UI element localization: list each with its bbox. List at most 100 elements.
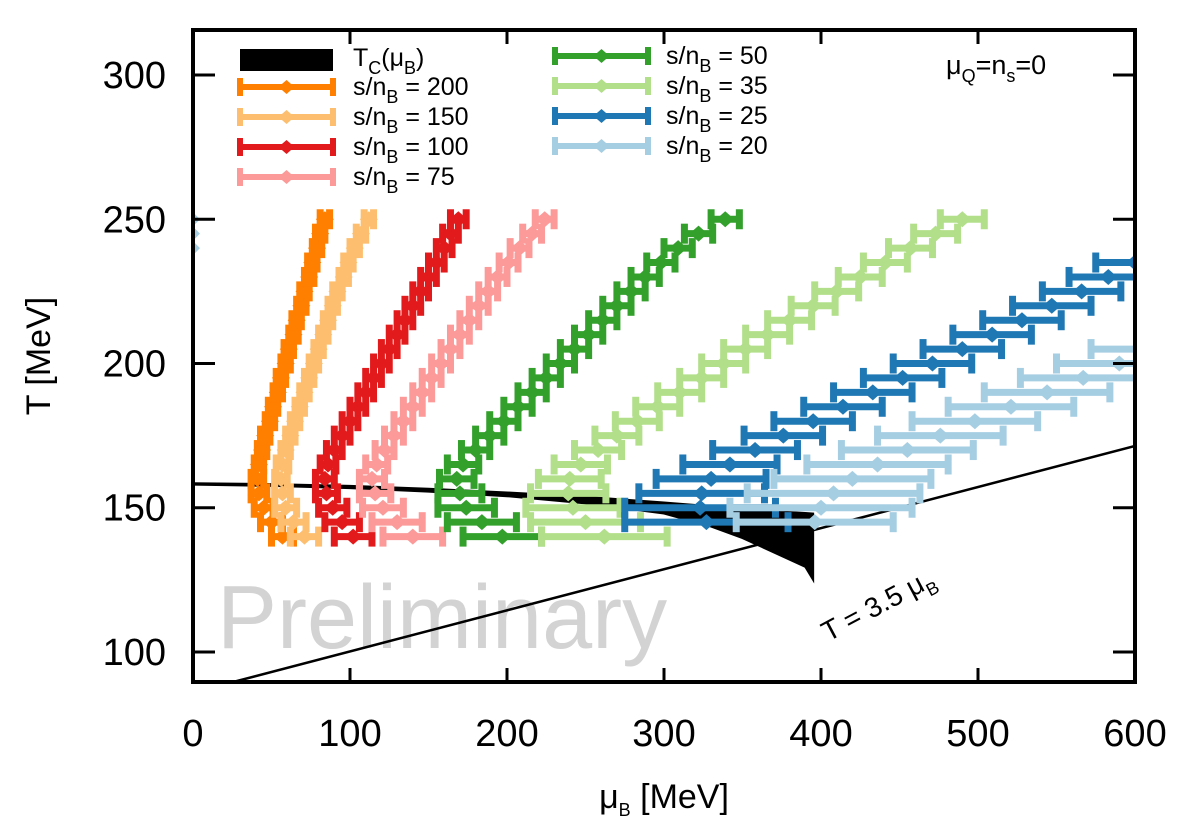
legend-item: s/nB = 150 — [237, 103, 469, 137]
marker — [344, 528, 363, 545]
marker — [281, 427, 300, 444]
legend-label: s/nB = 150 — [353, 103, 469, 137]
marker — [499, 254, 518, 271]
x-tick-label: 200 — [475, 713, 538, 755]
marker — [304, 355, 323, 372]
marker — [380, 341, 399, 358]
marker — [315, 211, 334, 228]
data-point — [652, 468, 770, 489]
data-point — [910, 223, 962, 244]
marker — [670, 384, 689, 401]
data-point — [627, 266, 663, 287]
data-point — [443, 512, 520, 533]
data-point — [944, 396, 1078, 417]
y-tick-label: 100 — [103, 632, 166, 674]
marker — [607, 297, 626, 314]
marker — [576, 514, 595, 531]
data-point — [321, 512, 363, 533]
marker — [427, 254, 446, 271]
data-point — [800, 396, 886, 417]
marker — [466, 442, 485, 459]
marker — [827, 283, 846, 300]
marker — [589, 442, 608, 459]
marker — [559, 485, 578, 502]
marker — [317, 485, 336, 502]
marker — [450, 485, 469, 502]
data-point — [764, 310, 816, 331]
data-point — [889, 353, 976, 374]
marker — [449, 211, 468, 228]
series-75 — [355, 209, 558, 547]
series-35 — [522, 209, 988, 547]
marker — [339, 254, 358, 271]
marker — [868, 456, 887, 473]
marker — [319, 312, 338, 329]
data-point — [632, 396, 684, 417]
legend-item: s/nB = 35 — [552, 72, 768, 106]
marker — [863, 384, 882, 401]
marker — [931, 427, 950, 444]
marker — [341, 413, 359, 430]
marker — [893, 369, 912, 386]
marker — [720, 456, 739, 473]
data-point — [456, 310, 483, 331]
marker — [276, 499, 295, 516]
series-100 — [311, 209, 470, 547]
marker — [413, 384, 432, 401]
marker — [348, 398, 367, 415]
data-point — [770, 411, 856, 432]
data-point — [309, 339, 328, 360]
data-point — [830, 382, 916, 403]
data-point — [556, 339, 593, 360]
marker — [488, 268, 507, 285]
legend-marker — [593, 109, 610, 123]
series-20 — [726, 339, 1135, 533]
marker — [276, 442, 295, 459]
marker — [249, 485, 268, 502]
marker — [1001, 398, 1020, 415]
data-point — [919, 339, 1006, 360]
marker — [669, 240, 688, 257]
data-point — [787, 295, 839, 316]
marker — [480, 427, 499, 444]
marker — [510, 240, 529, 257]
data-point — [475, 281, 502, 302]
data-point — [286, 526, 323, 547]
data-point — [726, 497, 916, 518]
marker — [774, 427, 793, 444]
marker — [292, 297, 311, 314]
marker — [403, 297, 422, 314]
marker — [537, 369, 556, 386]
marker — [373, 499, 392, 516]
marker — [359, 211, 378, 228]
data-point — [459, 526, 546, 547]
legend-label: s/nB = 100 — [353, 133, 469, 167]
legend-marker — [278, 140, 295, 154]
legend-marker — [593, 139, 610, 153]
data-point — [311, 468, 338, 489]
marker — [256, 427, 275, 444]
marker — [419, 268, 438, 285]
marker — [579, 326, 598, 343]
marker — [290, 398, 309, 415]
marker — [469, 297, 488, 314]
marker — [493, 528, 512, 545]
legend-marker — [278, 110, 295, 124]
data-point — [550, 454, 611, 475]
marker — [273, 485, 292, 502]
marker — [273, 456, 292, 473]
data-point — [434, 497, 498, 518]
marker — [260, 413, 279, 430]
legend-marker — [593, 79, 610, 93]
marker — [953, 341, 972, 358]
marker — [253, 442, 272, 459]
marker — [364, 369, 383, 386]
marker — [262, 514, 281, 531]
marker — [953, 211, 972, 228]
marker — [388, 326, 407, 343]
marker — [249, 456, 268, 473]
reference-line — [232, 444, 1135, 682]
marker — [692, 485, 711, 502]
data-point — [379, 526, 447, 547]
marker — [319, 456, 338, 473]
